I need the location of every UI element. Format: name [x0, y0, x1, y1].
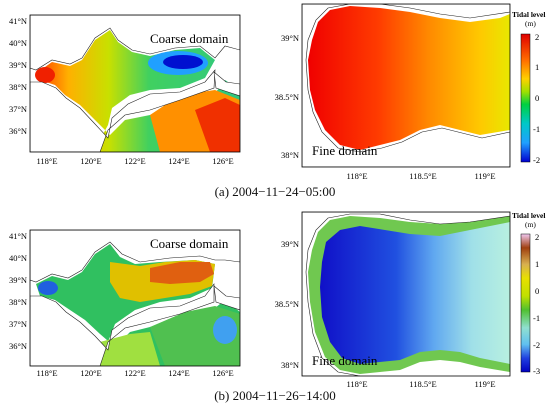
lon-tick: 118°E: [36, 368, 57, 378]
lon-tick: 122°E: [124, 368, 145, 378]
lat-tick: 38°N: [281, 150, 299, 160]
lat-tick: 40°N: [9, 38, 27, 48]
lat-tick: 39°N: [281, 239, 299, 249]
panel-a-figure: Coarse domain 41°N 40°N 39°N 38°N 37°N 3…: [9, 3, 545, 181]
colorbar-unit-a: (m): [525, 19, 536, 28]
fine-map-a: [302, 4, 510, 167]
lon-tick: 119°E: [474, 171, 495, 181]
lat-tick: 38°N: [281, 360, 299, 370]
caption-b: (b) 2004−11−26−14:00: [214, 388, 336, 403]
colorbar-tick: 1: [535, 62, 539, 72]
colorbar-tick: -1: [533, 124, 540, 134]
lon-tick: 118°E: [36, 156, 57, 166]
fine-domain-label-a: Fine domain: [312, 143, 378, 158]
coarse-lon-ticks-a: 118°E 120°E 122°E 124°E 126°E: [36, 156, 233, 166]
lon-tick: 118.5°E: [409, 171, 436, 181]
coarse-domain-label-a: Coarse domain: [150, 31, 229, 46]
fine-lon-ticks-b: 118°E 118.5°E 119°E: [346, 379, 495, 389]
lat-tick: 36°N: [9, 341, 27, 351]
lat-tick: 39°N: [9, 60, 27, 70]
colorbar-tick: 0: [535, 286, 539, 296]
caption-a: (a) 2004−11−24−05:00: [214, 184, 336, 199]
panel-a: Coarse domain 41°N 40°N 39°N 38°N 37°N 3…: [0, 0, 550, 202]
lat-tick: 38°N: [9, 82, 27, 92]
lat-tick: 38.5°N: [275, 92, 299, 102]
colorbar-tick: -1: [533, 313, 540, 323]
coarse-map-a: [30, 15, 240, 152]
lon-tick: 124°E: [168, 156, 189, 166]
lat-tick: 38.5°N: [275, 299, 299, 309]
colorbar-title-a: Tidal level: [512, 10, 545, 19]
colorbar-b: Tidal level (m) 2 1 0 -1 -2 -3: [512, 211, 545, 376]
lat-tick: 41°N: [9, 231, 27, 241]
lon-tick: 124°E: [168, 368, 189, 378]
colorbar-tick: 2: [535, 232, 539, 242]
lat-tick: 41°N: [9, 16, 27, 26]
fine-lat-ticks-a: 39°N 38.5°N 38°N: [275, 33, 299, 160]
lat-tick: 40°N: [9, 253, 27, 263]
colorbar-tick: 0: [535, 93, 539, 103]
colorbar-a: Tidal level (m) 2 1 0 -1 -2: [512, 10, 545, 165]
lat-tick: 39°N: [281, 33, 299, 43]
fine-lat-ticks-b: 39°N 38.5°N 38°N: [275, 239, 299, 370]
lat-tick: 37°N: [9, 104, 27, 114]
lon-tick: 126°E: [212, 368, 233, 378]
coarse-map-b: [30, 230, 240, 366]
lon-tick: 120°E: [80, 156, 101, 166]
coarse-lat-ticks-a: 41°N 40°N 39°N 38°N 37°N 36°N: [9, 16, 27, 136]
fine-map-b: [302, 212, 510, 376]
panel-b: Coarse domain 41°N 40°N 39°N 38°N 37°N 3…: [0, 202, 550, 404]
colorbar-tick: -3: [533, 366, 540, 376]
fine-domain-label-b: Fine domain: [312, 353, 378, 368]
lat-tick: 36°N: [9, 126, 27, 136]
lat-tick: 38°N: [9, 297, 27, 307]
colorbar-tick: -2: [533, 340, 540, 350]
lon-tick: 122°E: [124, 156, 145, 166]
coarse-lat-ticks-b: 41°N 40°N 39°N 38°N 37°N 36°N: [9, 231, 27, 351]
coarse-lon-ticks-b: 118°E 120°E 122°E 124°E 126°E: [36, 368, 233, 378]
fine-lon-ticks-a: 118°E 118.5°E 119°E: [346, 171, 495, 181]
colorbar-title-b: Tidal level: [512, 211, 545, 220]
coarse-domain-label-b: Coarse domain: [150, 236, 229, 251]
panel-b-figure: Coarse domain 41°N 40°N 39°N 38°N 37°N 3…: [9, 211, 545, 389]
lon-tick: 118°E: [346, 171, 367, 181]
colorbar-tick: 1: [535, 259, 539, 269]
lon-tick: 119°E: [474, 379, 495, 389]
colorbar-tick: -2: [533, 155, 540, 165]
lon-tick: 126°E: [212, 156, 233, 166]
colorbar-tick: 2: [535, 32, 539, 42]
lon-tick: 118.5°E: [409, 379, 436, 389]
lon-tick: 118°E: [346, 379, 367, 389]
lon-tick: 120°E: [80, 368, 101, 378]
lat-tick: 39°N: [9, 275, 27, 285]
colorbar-unit-b: (m): [525, 220, 536, 229]
lat-tick: 37°N: [9, 319, 27, 329]
